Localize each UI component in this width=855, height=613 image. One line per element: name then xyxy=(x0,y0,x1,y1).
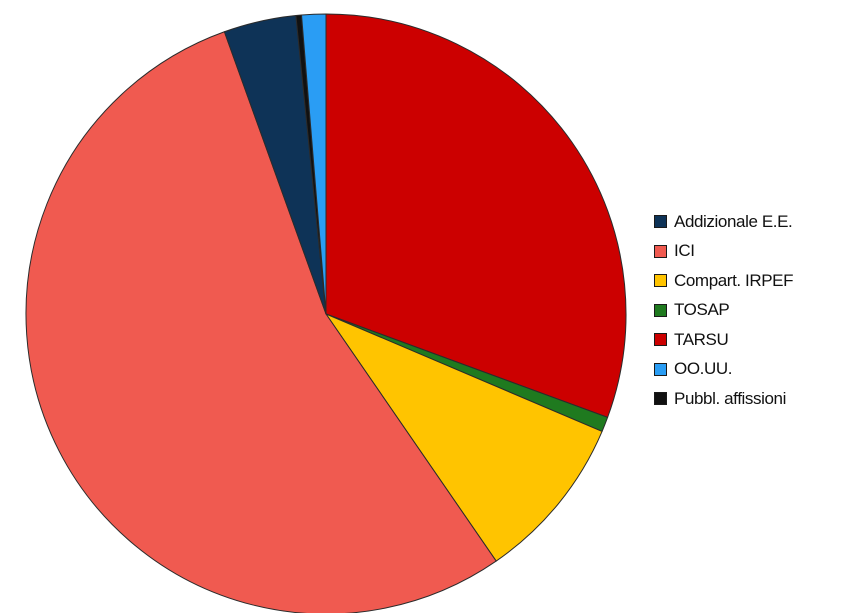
legend-swatch xyxy=(654,244,667,258)
legend-item-oo-uu: OO.UU. xyxy=(654,355,854,385)
legend-label: Pubbl. affissioni xyxy=(674,388,786,408)
legend-item-tosap: TOSAP xyxy=(654,296,854,326)
pie-slice-compart-irpef xyxy=(325,313,603,562)
legend-label: TARSU xyxy=(674,329,729,349)
legend-item-addizionale-e-e: Addizionale E.E. xyxy=(654,207,854,237)
pie-slice-tarsu xyxy=(325,13,627,418)
legend-swatch xyxy=(654,215,667,229)
legend-label: Compart. IRPEF xyxy=(674,270,794,290)
legend-item-compart-irpef: Compart. IRPEF xyxy=(654,266,854,296)
pie-slices xyxy=(25,13,627,613)
legend-swatch xyxy=(654,392,667,406)
legend-label: TOSAP xyxy=(674,300,730,320)
pie-slice-oo-uu xyxy=(301,13,327,315)
legend-swatch xyxy=(654,303,667,317)
legend-label: Addizionale E.E. xyxy=(674,211,793,231)
legend-label: ICI xyxy=(674,241,695,261)
legend-item-tarsu: TARSU xyxy=(654,325,854,355)
legend-label: OO.UU. xyxy=(674,359,733,379)
legend-item-pubbl-affissioni: Pubbl. affissioni xyxy=(654,384,854,414)
legend-swatch xyxy=(654,274,667,288)
legend-item-ici: ICI xyxy=(654,237,854,267)
chart-legend: Addizionale E.E. ICI Compart. IRPEF TOSAP TA… xyxy=(654,207,854,414)
pie-slice-ici xyxy=(25,31,497,613)
legend-swatch xyxy=(654,333,667,347)
legend-swatch xyxy=(654,362,667,376)
